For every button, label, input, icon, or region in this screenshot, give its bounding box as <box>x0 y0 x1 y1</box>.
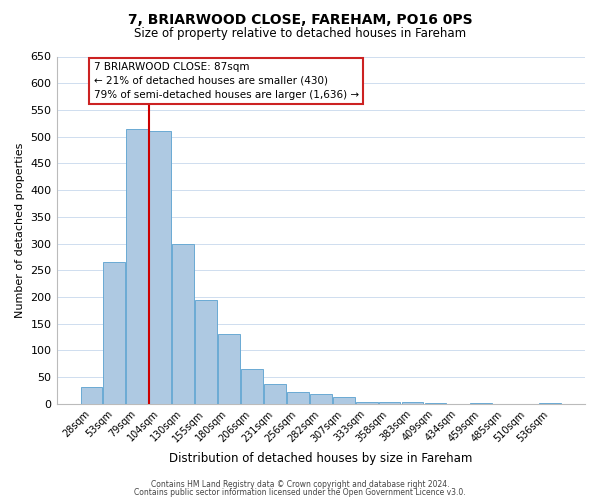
Bar <box>264 384 286 404</box>
Bar <box>195 300 217 404</box>
Bar <box>333 398 355 404</box>
Bar <box>379 402 400 404</box>
Text: 7 BRIARWOOD CLOSE: 87sqm
← 21% of detached houses are smaller (430)
79% of semi-: 7 BRIARWOOD CLOSE: 87sqm ← 21% of detach… <box>94 62 359 100</box>
Bar <box>218 334 240 404</box>
Bar <box>356 402 377 404</box>
X-axis label: Distribution of detached houses by size in Fareham: Distribution of detached houses by size … <box>169 452 472 465</box>
Bar <box>241 369 263 404</box>
Bar <box>310 394 332 404</box>
Text: Contains HM Land Registry data © Crown copyright and database right 2024.: Contains HM Land Registry data © Crown c… <box>151 480 449 489</box>
Bar <box>103 262 125 404</box>
Bar <box>401 402 424 404</box>
Text: Contains public sector information licensed under the Open Government Licence v3: Contains public sector information licen… <box>134 488 466 497</box>
Text: Size of property relative to detached houses in Fareham: Size of property relative to detached ho… <box>134 28 466 40</box>
Bar <box>149 132 171 404</box>
Y-axis label: Number of detached properties: Number of detached properties <box>15 142 25 318</box>
Bar <box>287 392 309 404</box>
Bar <box>80 387 103 404</box>
Bar <box>127 128 148 404</box>
Bar <box>172 244 194 404</box>
Text: 7, BRIARWOOD CLOSE, FAREHAM, PO16 0PS: 7, BRIARWOOD CLOSE, FAREHAM, PO16 0PS <box>128 12 472 26</box>
